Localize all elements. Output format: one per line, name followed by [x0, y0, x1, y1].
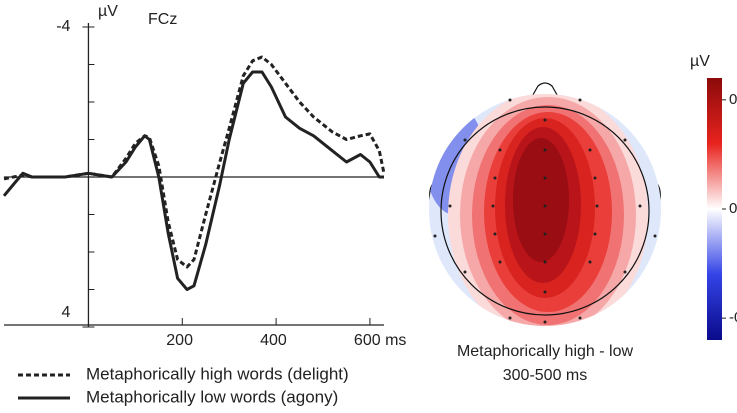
line-series [2, 70, 384, 291]
head-outline [440, 106, 650, 316]
line-series [3, 55, 386, 269]
topo-title: Metaphorically high - low [457, 343, 634, 360]
topo-field [429, 94, 661, 326]
topomap [429, 82, 661, 326]
colorbar-tick-label: 0 [729, 200, 737, 217]
legend-label: Metaphorically low words (agony) [86, 387, 338, 406]
electrodes [433, 98, 657, 324]
y-tick-label: 4 [62, 304, 71, 321]
chart-title: FCz [148, 11, 177, 28]
x-tick-label: 600 ms [354, 332, 406, 349]
x-tick-label: 400 [260, 332, 287, 349]
colorbar-tick-label: 0.5 [729, 91, 737, 108]
colorbar [707, 78, 722, 340]
legend-label: Metaphorically high words (delight) [86, 364, 349, 383]
colorbar-tick-label: -0.5 [729, 309, 737, 326]
x-tick-label: 200 [166, 332, 193, 349]
y-tick-label: -4 [56, 18, 70, 35]
colorbar-label: µV [690, 53, 710, 70]
y-unit: µV [98, 3, 118, 20]
topo-subtitle: 300-500 ms [503, 367, 588, 384]
